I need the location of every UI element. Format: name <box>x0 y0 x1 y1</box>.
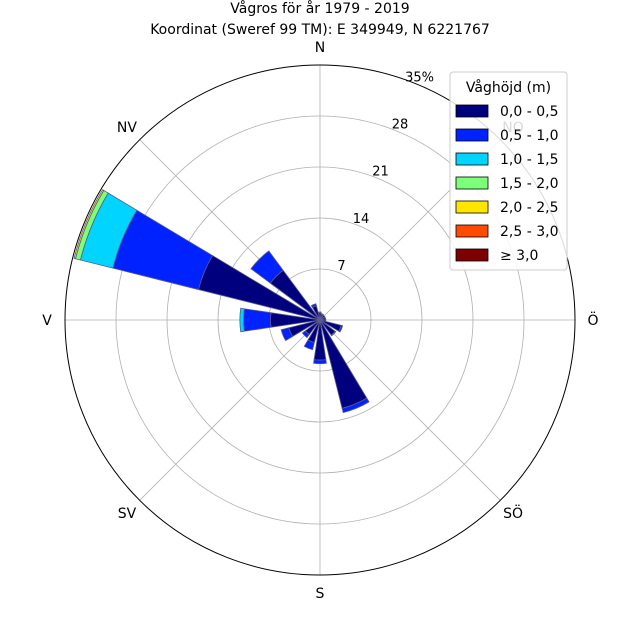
direction-label-v: V <box>42 313 52 329</box>
sector-bar-270-bin-1 <box>243 308 272 332</box>
sector-bar-270-bin-2 <box>239 307 245 333</box>
polar-grid <box>64 64 576 576</box>
legend-label: ≥ 3,0 <box>500 248 538 264</box>
sector-bar-292.5-bin-4 <box>73 189 105 260</box>
direction-label-s: S <box>316 586 325 602</box>
sector-bars <box>73 189 370 414</box>
legend-swatch <box>455 128 489 142</box>
radial-tick-labels: 7 14 21 28 35% <box>337 70 434 273</box>
direction-label-sö: SÖ <box>503 504 523 522</box>
outer-circle <box>64 64 576 576</box>
sector-bar-112.5-bin-1 <box>338 324 344 333</box>
sector-bar-225-bin-1 <box>301 330 310 339</box>
sector-bar-67.5-bin-0 <box>319 316 327 321</box>
radial-tick-label: 14 <box>353 212 370 227</box>
chart-title: Vågros för år 1979 - 2019 <box>230 0 409 17</box>
legend-label: 1,0 - 1,5 <box>500 152 558 168</box>
sector-bar-135-bin-1 <box>330 330 337 337</box>
sector-bar-22.5-bin-1 <box>320 313 324 316</box>
grid-spoke <box>319 319 501 501</box>
sector-bar-247.5-bin-1 <box>280 327 294 342</box>
legend-box <box>449 71 568 271</box>
sector-bar-157.5-bin-1 <box>341 397 370 414</box>
legend-label: 2,5 - 3,0 <box>500 224 558 240</box>
legend-swatch <box>455 152 489 166</box>
sector-bar-315-bin-1 <box>250 250 284 284</box>
legend-swatch <box>455 200 489 214</box>
sector-bar-202.5-bin-1 <box>303 339 315 351</box>
legend-label: 2,0 - 2,5 <box>500 200 558 216</box>
sector-bar-180-bin-1 <box>313 359 327 365</box>
direction-label-sv: SV <box>118 506 137 522</box>
legend-label: 0,5 - 1,0 <box>500 128 558 144</box>
legend: Våghöjd (m) 0,0 - 0,5 0,5 - 1,0 1,0 - 1,5 1,… <box>449 71 568 271</box>
radial-tick-label: 28 <box>392 118 409 133</box>
radial-tick-label: 35% <box>405 70 434 85</box>
chart-subtitle: Koordinat (Sweref 99 TM): E 349949, N 62… <box>150 22 490 38</box>
direction-label-nv: NV <box>117 120 137 136</box>
sector-bar-157.5-bin-0 <box>319 319 368 409</box>
radial-tick-label: 21 <box>372 165 389 180</box>
sector-bar-0-bin-1 <box>318 311 322 314</box>
legend-label: 1,5 - 2,0 <box>500 176 558 192</box>
sector-bar-45-bin-0 <box>319 314 326 321</box>
radial-tick-label: 7 <box>337 259 345 274</box>
legend-swatch <box>455 224 489 238</box>
sector-bar-337.5-bin-1 <box>310 303 317 309</box>
direction-label-ö: Ö <box>587 311 598 329</box>
legend-swatch <box>455 176 489 190</box>
legend-label: 0,0 - 0,5 <box>500 104 558 120</box>
legend-swatch <box>455 248 489 262</box>
sector-bar-90-bin-0 <box>319 318 327 322</box>
legend-title: Våghöjd (m) <box>466 79 551 96</box>
legend-swatch <box>455 104 489 118</box>
grid-spoke <box>139 319 321 501</box>
direction-label-n: N <box>315 40 325 56</box>
